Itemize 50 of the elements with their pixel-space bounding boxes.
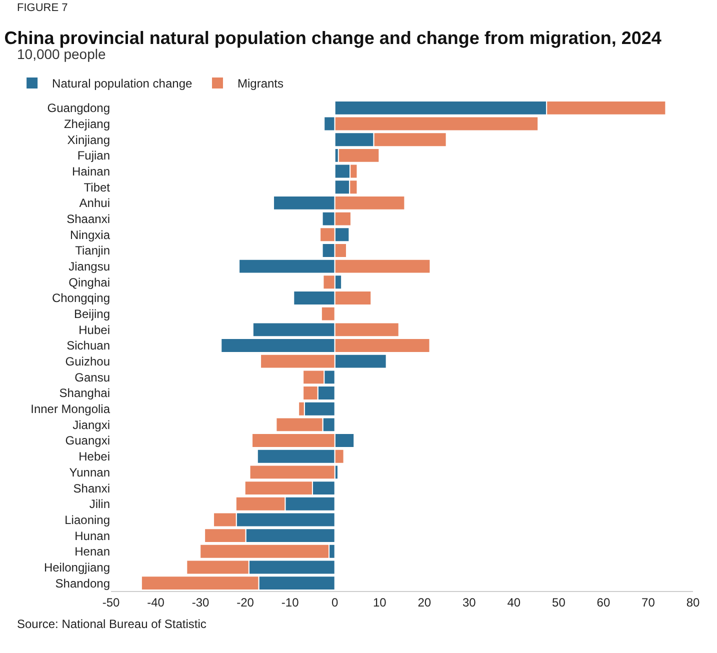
y-tick-label: Shanghai [59,386,110,400]
y-tick-label: Gansu [74,370,110,384]
y-tick-label: Liaoning [64,512,110,527]
y-tick-label: Beijing [74,307,110,322]
x-tick-label: 60 [596,595,610,610]
y-tick-label: Jiangsu [68,260,110,274]
caption: FIGURE 7 [17,2,68,14]
y-tick-label: Inner Mongolia [30,402,110,416]
x-tick-label: 80 [686,595,700,610]
x-tick-label: 20 [418,595,432,610]
source-note: Source: National Bureau of Statistic [17,617,206,631]
legend-label: Migrants [237,76,284,91]
x-tick-label: 0 [332,595,339,610]
x-tick-label: -40 [147,595,165,610]
y-tick-label: Hebei [78,450,110,464]
y-tick-label: Guangxi [65,434,110,448]
x-tick-label: 50 [552,595,566,610]
y-tick-label: Guizhou [65,354,110,369]
chart-title: China provincial natural population change and change from migration, 2024 [4,28,662,48]
x-tick-label: 10 [372,595,387,610]
y-tick-label: Jiangxi [72,418,110,432]
y-tick-label: Qinghai [68,275,110,290]
y-tick-label: Guangdong [47,101,110,116]
y-tick-label: Xinjiang [67,132,110,147]
y-tick-label: Hainan [72,164,110,178]
y-tick-label: Shandong [55,576,110,590]
y-tick-label: Henan [74,544,110,559]
y-tick-label: Fujian [77,148,110,163]
y-tick-label: Chongqing [52,291,110,306]
y-tick-label: Zhejiang [64,116,110,131]
x-tick-label: -10 [281,595,300,610]
y-tick-label: Hubei [78,322,110,337]
y-tick-label: Hunan [74,528,110,543]
y-tick-label: Tibet [84,180,111,194]
x-tick-label: 30 [462,595,476,610]
x-tick-label: -20 [236,595,254,610]
y-tick-label: Jilin [89,497,110,512]
legend-label: Natural population change [52,76,192,91]
y-tick-label: Ningxia [70,228,110,242]
x-tick-label: -50 [102,595,120,610]
x-tick-label: -30 [192,595,210,610]
y-tick-label: Heilongjiang [44,560,110,574]
y-tick-label: Sichuan [66,338,110,353]
y-tick-label: Yunnan [69,465,110,480]
y-tick-label: Shaanxi [66,212,110,226]
y-tick-label: Tianjin [75,244,110,258]
y-tick-label: Shanxi [73,481,110,496]
x-tick-label: 70 [642,595,656,610]
x-tick-label: 40 [507,595,521,610]
y-tick-label: Anhui [79,196,110,210]
